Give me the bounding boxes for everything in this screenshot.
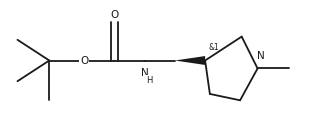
Text: N: N xyxy=(141,68,149,78)
Text: &1: &1 xyxy=(209,43,220,52)
Text: H: H xyxy=(146,76,153,85)
Text: N: N xyxy=(257,51,265,61)
Text: O: O xyxy=(110,10,119,20)
Polygon shape xyxy=(175,56,205,65)
Text: O: O xyxy=(80,56,88,65)
